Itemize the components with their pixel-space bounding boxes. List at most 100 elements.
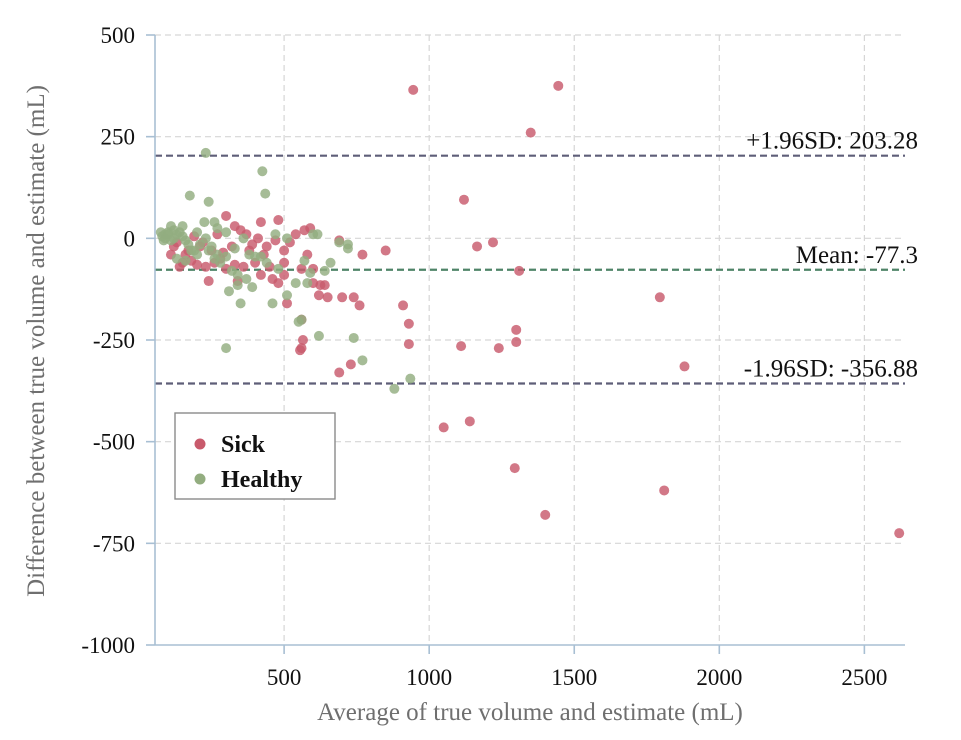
data-point-sick <box>200 261 211 272</box>
data-point-sick <box>553 80 564 91</box>
data-point-healthy <box>260 188 271 199</box>
y-tick-label: 500 <box>101 23 136 48</box>
data-point-healthy <box>158 235 169 246</box>
data-point-sick <box>654 292 665 303</box>
legend-label-sick: Sick <box>221 432 266 458</box>
x-axis-title: Average of true volume and estimate (mL) <box>317 699 743 726</box>
reference-line-label: -1.96SD: -356.88 <box>744 355 918 382</box>
data-point-healthy <box>171 253 182 264</box>
data-point-sick <box>255 217 266 228</box>
data-point-sick <box>398 300 409 311</box>
data-point-healthy <box>342 239 353 250</box>
x-tick-label: 2500 <box>841 665 887 690</box>
data-point-sick <box>438 422 449 433</box>
data-point-sick <box>273 215 284 226</box>
data-point-healthy <box>302 278 313 289</box>
grid-layer <box>146 34 905 654</box>
legend-box <box>174 412 336 500</box>
data-point-sick <box>403 318 414 329</box>
data-point-healthy <box>221 343 232 354</box>
data-points <box>155 80 905 539</box>
data-point-sick <box>290 229 301 240</box>
data-point-healthy <box>209 253 220 264</box>
reference-line-label: +1.96SD: 203.28 <box>746 128 918 155</box>
data-point-healthy <box>223 286 234 297</box>
data-point-healthy <box>334 237 345 248</box>
data-point-healthy <box>405 373 416 384</box>
data-point-sick <box>348 292 359 303</box>
data-point-sick <box>296 263 307 274</box>
data-point-healthy <box>312 229 323 240</box>
y-tick-label: -250 <box>93 328 135 353</box>
data-point-healthy <box>186 245 197 256</box>
data-point-sick <box>282 298 293 309</box>
data-point-sick <box>255 269 266 280</box>
x-tick-label: 2000 <box>696 665 742 690</box>
data-point-healthy <box>313 330 324 341</box>
data-point-healthy <box>325 257 336 268</box>
data-point-healthy <box>177 221 188 232</box>
data-point-healthy <box>270 229 281 240</box>
data-point-healthy <box>389 383 400 394</box>
reference-line-label: Mean: -77.3 <box>796 242 918 269</box>
data-point-sick <box>337 292 348 303</box>
data-point-sick <box>345 359 356 370</box>
data-point-healthy <box>305 267 316 278</box>
y-axis-title: Difference between true volume and estim… <box>23 85 50 597</box>
data-point-sick <box>229 221 240 232</box>
y-tick-label: 0 <box>124 226 136 251</box>
data-point-healthy <box>238 233 249 244</box>
legend-marker-healthy <box>194 473 206 485</box>
data-point-sick <box>659 485 670 496</box>
data-point-sick <box>472 241 483 252</box>
data-point-healthy <box>203 245 214 256</box>
series-healthy <box>155 147 416 394</box>
data-point-sick <box>203 276 214 287</box>
data-point-sick <box>488 237 499 248</box>
data-point-healthy <box>180 255 191 266</box>
data-point-sick <box>511 324 522 335</box>
data-point-sick <box>403 339 414 350</box>
data-point-sick <box>894 528 905 539</box>
data-point-healthy <box>293 316 304 327</box>
data-point-healthy <box>261 257 272 268</box>
data-point-sick <box>464 416 475 427</box>
data-point-healthy <box>319 265 330 276</box>
data-point-healthy <box>282 290 293 301</box>
data-point-healthy <box>290 278 301 289</box>
data-point-sick <box>221 210 232 221</box>
data-point-healthy <box>229 243 240 254</box>
data-point-sick <box>540 509 551 520</box>
data-point-sick <box>514 265 525 276</box>
data-point-healthy <box>348 332 359 343</box>
axes <box>154 35 905 646</box>
data-point-sick <box>267 274 278 284</box>
data-point-sick <box>511 337 522 348</box>
y-tick-label: 250 <box>101 125 136 150</box>
data-point-sick <box>456 341 467 352</box>
data-point-sick <box>297 335 308 345</box>
data-point-sick <box>334 367 345 378</box>
legend-marker-sick <box>194 438 206 450</box>
data-point-healthy <box>357 355 368 366</box>
reference-line-labels: +1.96SD: 203.28 Mean: -77.3 -1.96SD: -356.… <box>744 128 918 383</box>
data-point-sick <box>493 343 504 354</box>
data-point-healthy <box>184 190 195 201</box>
data-point-healthy <box>200 233 211 244</box>
data-point-healthy <box>203 196 214 207</box>
legend-label-healthy: Healthy <box>221 467 302 493</box>
data-point-sick <box>525 127 536 138</box>
data-point-healthy <box>257 166 268 177</box>
y-tick-label: -500 <box>93 430 135 455</box>
data-point-healthy <box>244 249 255 260</box>
data-point-sick <box>408 84 419 95</box>
x-tick-label: 500 <box>267 665 302 690</box>
data-point-healthy <box>192 227 203 238</box>
y-tick-label: -750 <box>93 531 135 556</box>
data-point-sick <box>313 290 324 301</box>
data-point-sick <box>261 241 272 252</box>
data-point-healthy <box>247 282 258 293</box>
y-tick-label: -1000 <box>81 633 135 658</box>
